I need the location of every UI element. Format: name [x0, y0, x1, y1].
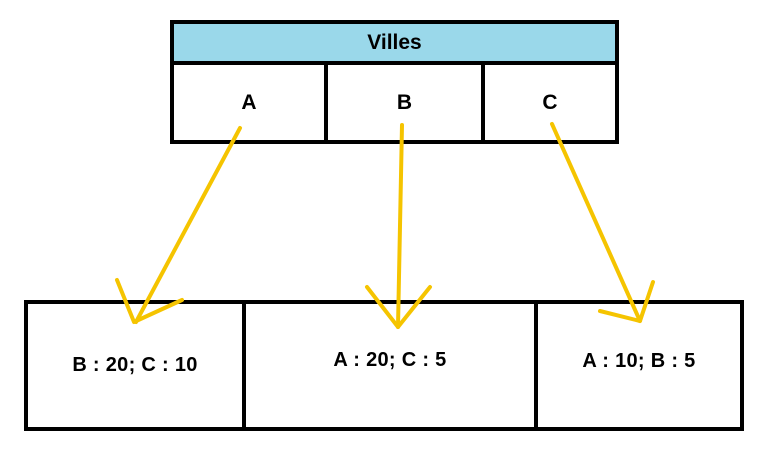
arrow-b-shaft	[396, 123, 404, 329]
cities-table: Villes A B C	[170, 20, 619, 144]
arrow-b	[365, 123, 432, 329]
adjacency-cell-c: A : 10; B : 5	[582, 350, 696, 372]
adjacency-table: B : 20; C : 10 A : 20; C : 5 A : 10; B :…	[24, 300, 744, 431]
city-cell-c: C	[542, 90, 558, 114]
adjacency-cell-b: A : 20; C : 5	[246, 304, 538, 427]
arrow-c	[550, 122, 655, 323]
arrow-a-shaft	[134, 126, 242, 324]
arrow-a	[115, 126, 242, 324]
adjacency-cell-a: B : 20; C : 10	[28, 304, 246, 427]
city-cell-b: B	[328, 65, 485, 140]
city-cell-a: A	[174, 65, 328, 140]
arrow-c-shaft	[550, 122, 642, 323]
cities-table-title: Villes	[174, 24, 615, 65]
